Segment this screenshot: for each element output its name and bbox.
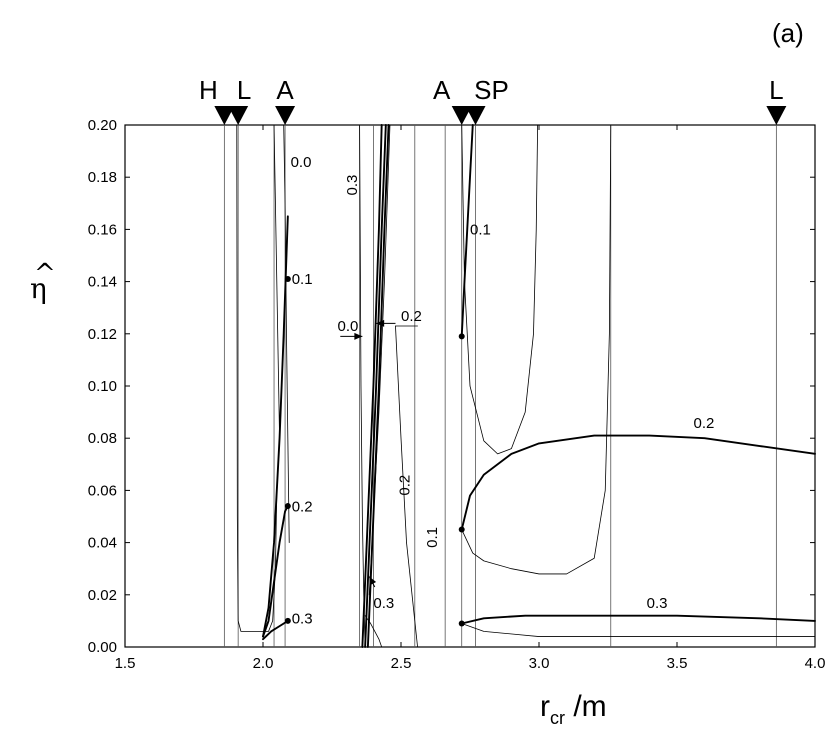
- y-tick-label: 0.12: [88, 326, 117, 343]
- curve: [461, 124, 612, 575]
- y-tick-label: 0.10: [88, 378, 117, 395]
- curve: [364, 124, 387, 648]
- y-tick-label: 0.04: [88, 535, 117, 552]
- curve: [262, 215, 289, 638]
- x-axis-title: rcr /m: [540, 690, 607, 728]
- curve: [461, 124, 539, 455]
- y-tick-label: 0.02: [88, 587, 117, 604]
- marker-label: L: [237, 75, 251, 105]
- curve: [283, 124, 290, 543]
- marker-triangle: [275, 106, 296, 125]
- marker-triangle: [766, 106, 787, 125]
- x-axis-title-sub: cr: [550, 708, 565, 728]
- x-tick-label: 2.0: [253, 655, 274, 672]
- panel-label: (a): [772, 18, 804, 48]
- x-tick-label: 1.5: [115, 655, 136, 672]
- curve-label: 0.2: [694, 415, 715, 432]
- curve: [366, 124, 390, 648]
- curve-points: [284, 275, 465, 627]
- y-tick-label: 0.08: [88, 430, 117, 447]
- marker-label: L: [769, 75, 783, 105]
- x-tick-label: 4.0: [805, 655, 826, 672]
- marker-row: H L A A SP L: [199, 75, 787, 125]
- marker-triangle: [214, 106, 235, 125]
- x-axis: 1.5 2.0 2.5 3.0 3.5 4.0: [115, 125, 826, 672]
- y-tick-label: 0.06: [88, 482, 117, 499]
- arrow: [368, 576, 377, 588]
- curve-point: [458, 333, 465, 340]
- marker-label: H: [199, 75, 218, 105]
- marker-label: A: [433, 75, 451, 105]
- y-axis-title-accent: ^: [34, 259, 56, 289]
- marker-triangle: [465, 106, 486, 125]
- marker-triangle: [228, 106, 249, 125]
- curve: [361, 124, 383, 648]
- marker-triangle: [451, 106, 472, 125]
- vertical-lines: [223, 125, 777, 647]
- y-axis: 0.00 0.02 0.04 0.06 0.08 0.10 0.12 0.14 0.16 0.18…: [88, 117, 815, 656]
- y-tick-label: 0.00: [88, 639, 117, 656]
- curve: [359, 124, 366, 648]
- curve-label: 0.1: [424, 527, 441, 548]
- arrow: [376, 319, 396, 327]
- curve: [460, 124, 474, 338]
- curve: [273, 124, 280, 439]
- curve-label: 0.3: [647, 595, 668, 612]
- curves: [236, 124, 816, 648]
- curve: [364, 615, 383, 648]
- curve-point: [284, 275, 291, 282]
- y-axis-title: ^ η: [30, 259, 56, 305]
- x-tick-label: 2.5: [391, 655, 412, 672]
- curve-label: 0.1: [292, 271, 313, 288]
- x-tick-label: 3.0: [529, 655, 550, 672]
- curve: [460, 614, 816, 625]
- marker-label: SP: [474, 75, 509, 105]
- marker-label: A: [276, 75, 294, 105]
- curve-label: 0.2: [396, 475, 413, 496]
- curve-label: 0.2: [292, 498, 313, 515]
- curve-label: 0.1: [470, 222, 491, 239]
- curve: [236, 124, 278, 632]
- curve-point: [458, 620, 465, 627]
- curve: [262, 619, 289, 641]
- curve-label: 0.0: [291, 154, 312, 171]
- y-axis-title-text: η: [30, 272, 47, 305]
- curve: [461, 623, 816, 637]
- y-tick-label: 0.18: [88, 169, 117, 186]
- curve: [262, 505, 289, 638]
- y-tick-label: 0.20: [88, 117, 117, 134]
- x-tick-label: 3.5: [667, 655, 688, 672]
- arrows: [340, 319, 396, 588]
- x-axis-title-main: r: [540, 690, 550, 723]
- y-tick-label: 0.16: [88, 221, 117, 238]
- curve-label: 0.3: [373, 595, 394, 612]
- curve: [368, 124, 391, 596]
- y-tick-label: 0.14: [88, 274, 117, 291]
- curve-label: 0.2: [401, 308, 422, 325]
- curve-point: [284, 617, 291, 624]
- curve-point: [284, 503, 291, 510]
- curve-point: [458, 526, 465, 533]
- x-axis-title-suffix: /m: [565, 690, 607, 723]
- curve: [460, 434, 816, 531]
- curve-label: 0.0: [338, 318, 359, 335]
- curve-label: 0.3: [292, 611, 313, 628]
- curve: [395, 325, 418, 648]
- arrow: [340, 332, 363, 340]
- curve-labels: 0.0 0.3 0.1 0.2 0.3 0.0 0.2 0.2 0.1 0.3 0.1 0.2 0.3: [291, 154, 715, 628]
- curve-label: 0.3: [344, 175, 361, 196]
